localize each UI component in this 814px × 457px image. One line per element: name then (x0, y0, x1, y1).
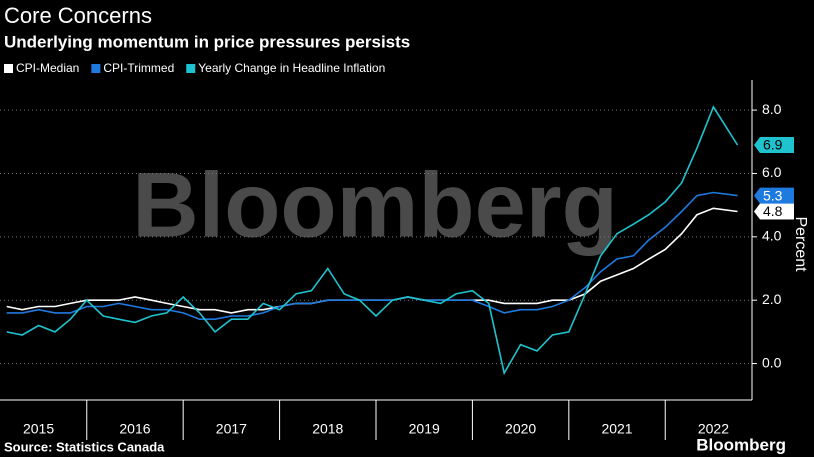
legend-label: CPI-Trimmed (103, 61, 174, 75)
series-line (6, 191, 738, 321)
value-label: 4.8 (763, 203, 783, 219)
source: Source: Statistics Canada (4, 439, 165, 454)
x-tick-label: 2018 (312, 421, 343, 437)
x-tick-label: 2015 (23, 421, 54, 437)
legend-swatch (4, 64, 13, 73)
legend-label: CPI-Median (16, 61, 79, 75)
brand: Bloomberg (696, 435, 786, 454)
legend-swatch (186, 64, 196, 73)
x-tick-label: 2019 (409, 421, 440, 437)
x-tick-label: 2020 (505, 421, 536, 437)
x-tick-label: 2021 (601, 421, 632, 437)
y-tick-label: 0.0 (762, 354, 782, 370)
value-label: 6.9 (763, 137, 783, 153)
x-tick-label: 2022 (698, 421, 729, 437)
value-label: 5.3 (763, 187, 783, 203)
y-tick-label: 2.0 (762, 291, 782, 307)
legend-swatch (91, 64, 101, 73)
value-tag (754, 187, 794, 204)
legend-label: Yearly Change in Headline Inflation (198, 61, 385, 75)
chart-subtitle: Underlying momentum in price pressures p… (4, 32, 410, 51)
series-line (6, 105, 739, 376)
y-axis-label: Percent (792, 216, 809, 272)
chart-title: Core Concerns (4, 3, 152, 28)
value-tag (754, 136, 794, 153)
x-tick-label: 2016 (119, 421, 150, 437)
value-tag (754, 203, 794, 220)
watermark: Bloomberg (132, 154, 618, 256)
x-tick-label: 2017 (216, 421, 247, 437)
y-tick-label: 6.0 (762, 164, 782, 180)
y-tick-label: 8.0 (762, 101, 782, 117)
y-tick-label: 4.0 (762, 228, 782, 244)
